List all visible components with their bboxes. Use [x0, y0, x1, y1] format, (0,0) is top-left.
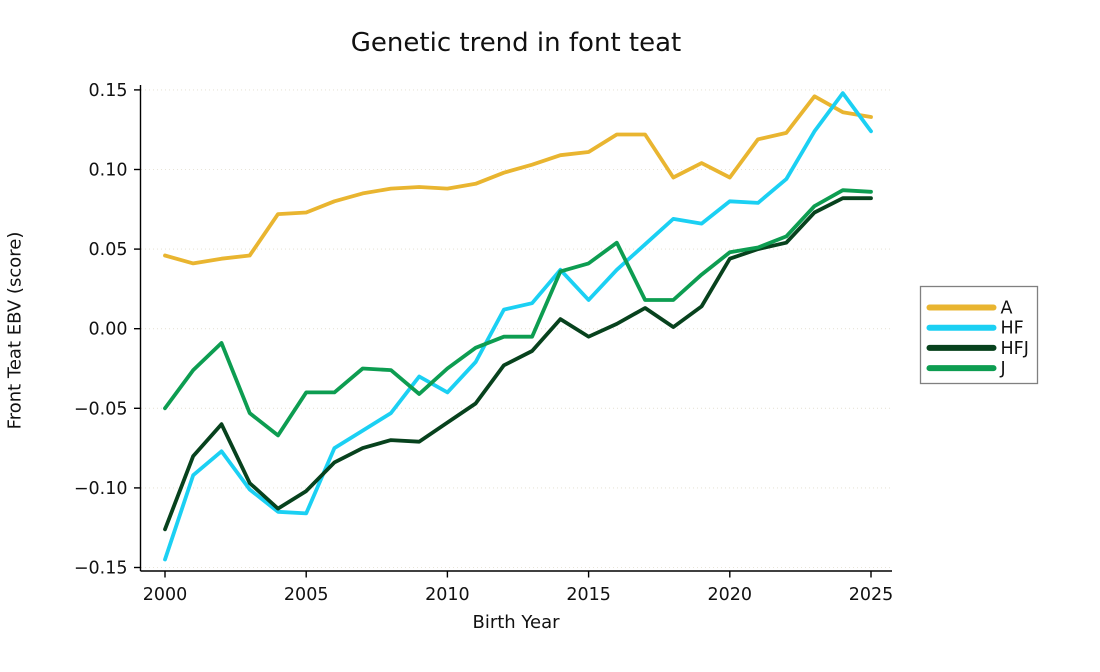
- x-tick-label: 2005: [284, 585, 329, 605]
- y-tick-label: −0.15: [74, 559, 128, 579]
- x-axis-label: Birth Year: [472, 612, 560, 633]
- legend-label-HFJ: HFJ: [1001, 339, 1029, 359]
- y-tick-label: 0.10: [89, 161, 128, 181]
- x-tick-label: 2015: [566, 585, 611, 605]
- legend-label-A: A: [1001, 299, 1013, 319]
- y-tick-label: 0.15: [89, 81, 128, 101]
- y-tick-label: −0.05: [74, 399, 128, 419]
- x-tick-label: 2025: [849, 585, 894, 605]
- x-tick-label: 2020: [708, 585, 753, 605]
- x-tick-label: 2000: [143, 585, 188, 605]
- series-line-J: [163, 188, 873, 438]
- y-tick-label: −0.10: [74, 479, 128, 499]
- series-line-HF: [163, 91, 873, 562]
- series-line-A: [163, 94, 873, 266]
- series-line-HFJ: [163, 196, 873, 532]
- legend-label-J: J: [1000, 359, 1006, 379]
- chart-title: Genetic trend in font teat: [350, 28, 682, 58]
- y-tick-label: 0.00: [89, 320, 128, 340]
- y-tick-label: 0.05: [89, 240, 128, 260]
- x-tick-label: 2010: [425, 585, 470, 605]
- legend-label-HF: HF: [1001, 319, 1024, 339]
